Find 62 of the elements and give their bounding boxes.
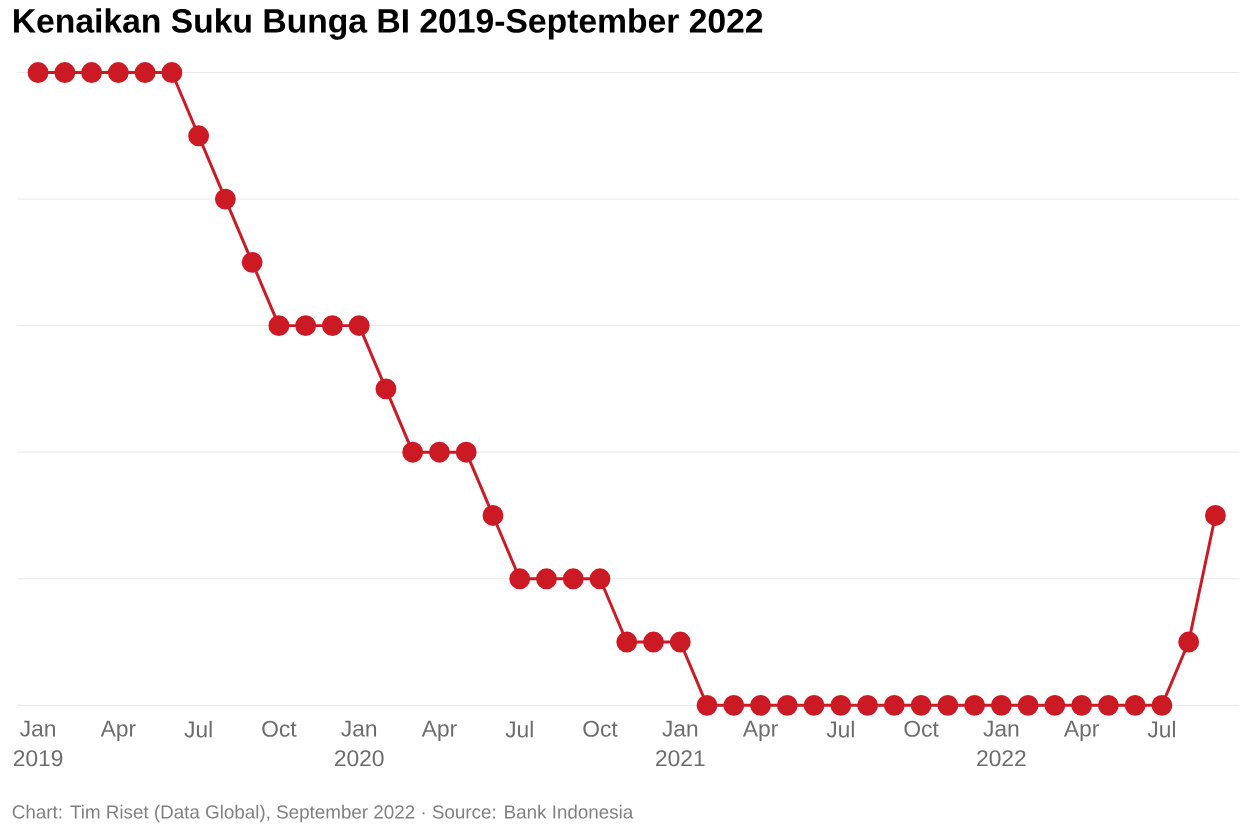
- point: [616, 631, 638, 653]
- x-tick-label: Oct: [583, 720, 618, 737]
- point: [509, 568, 531, 589]
- x-tick-label: Jul: [505, 720, 533, 738]
- x-tick-label: Apr: [742, 720, 778, 741]
- point: [241, 251, 263, 273]
- point: [321, 314, 343, 336]
- point: [402, 441, 424, 463]
- point: [1044, 694, 1066, 716]
- point: [696, 694, 718, 716]
- point: [1151, 694, 1173, 716]
- point: [1124, 694, 1146, 716]
- x-tick-label: Jan 2021: [656, 720, 705, 767]
- x-tick-label: Oct: [904, 720, 939, 737]
- point: [429, 441, 450, 463]
- chart-title: Kenaikan Suku Bunga BI 2019-September 2022: [14, 7, 763, 40]
- point: [1071, 694, 1093, 716]
- point: [482, 504, 504, 526]
- point: [107, 61, 129, 83]
- x-tick-label: Jul: [184, 720, 212, 738]
- point: [990, 694, 1012, 716]
- point: [750, 694, 771, 716]
- point: [161, 61, 183, 83]
- point: [669, 631, 691, 653]
- x-tick-label: Oct: [262, 720, 297, 737]
- point: [589, 568, 611, 589]
- text: Chart: Tim Riset (Data Global), September 2022 · Source: Bank Indonesia: [12, 804, 634, 823]
- x-tick-label: Jan 2020: [335, 720, 384, 767]
- x-tick-label: Jul: [1147, 720, 1175, 738]
- point: [81, 61, 103, 83]
- point: [134, 61, 156, 83]
- point: [375, 378, 397, 400]
- point: [268, 314, 290, 336]
- point: [1178, 631, 1200, 653]
- point: [964, 694, 986, 716]
- point: [455, 441, 477, 463]
- point: [883, 694, 905, 716]
- point: [937, 694, 959, 716]
- point: [562, 568, 584, 589]
- point: [830, 694, 852, 716]
- point: [723, 694, 745, 716]
- x-tick-label: Apr: [100, 720, 136, 741]
- x-tick-label: Apr: [1063, 720, 1099, 741]
- x-tick-label: Jan 2019: [13, 720, 63, 767]
- point: [1017, 694, 1039, 716]
- point: [54, 61, 76, 83]
- point: [1205, 504, 1226, 526]
- point: [295, 314, 317, 336]
- point: [910, 694, 932, 716]
- x-tick-label: Apr: [421, 720, 457, 741]
- point: [643, 631, 664, 653]
- point: [803, 694, 825, 716]
- point: [1097, 694, 1119, 716]
- point: [348, 314, 370, 336]
- point: [188, 125, 210, 146]
- point: [536, 568, 557, 589]
- point: [776, 694, 798, 716]
- point: [27, 61, 49, 83]
- x-tick-label: Jan 2022: [977, 720, 1026, 767]
- x-tick-label: Jul: [826, 720, 854, 738]
- point: [214, 188, 236, 210]
- point: [857, 694, 879, 716]
